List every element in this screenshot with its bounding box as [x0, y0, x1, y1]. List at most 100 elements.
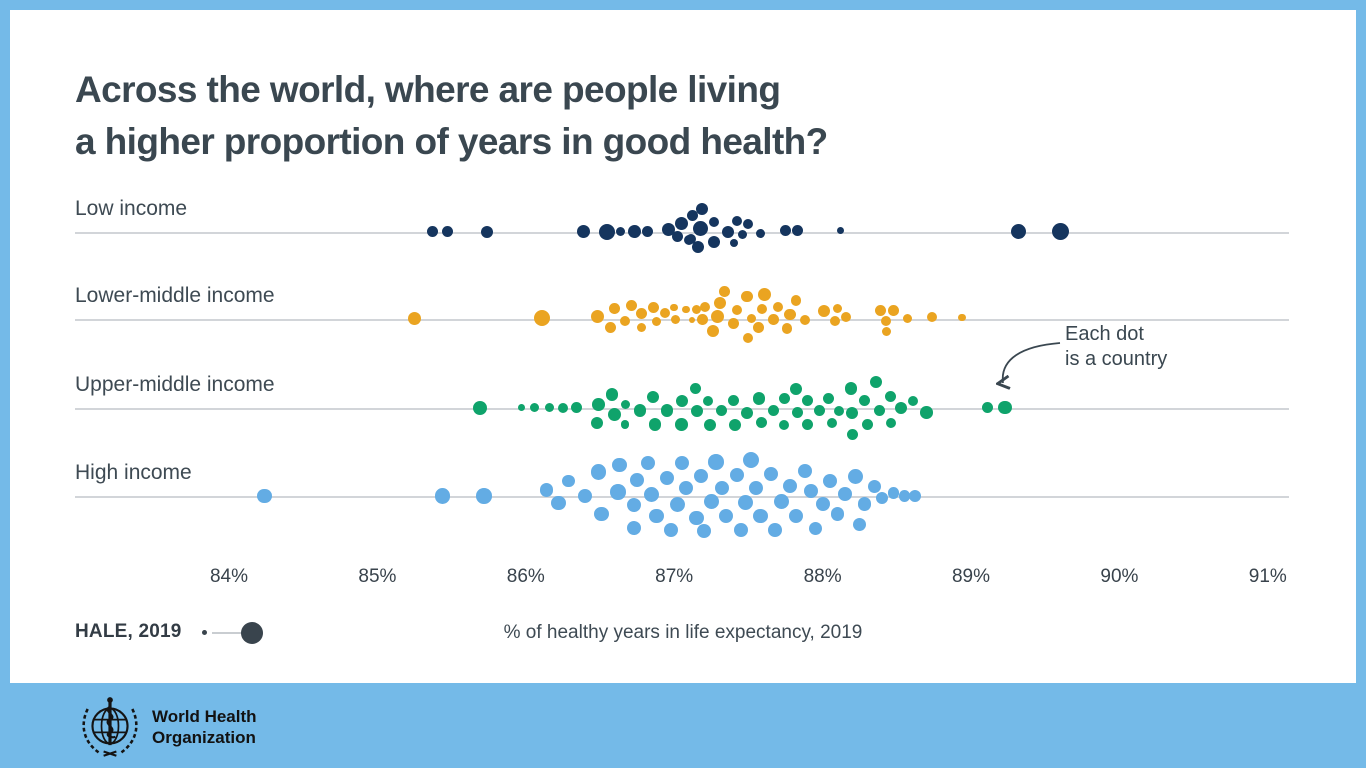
page-title-line1: Across the world, where are people livin… [75, 69, 781, 110]
x-tick-87: 87% [655, 566, 694, 587]
country-dot-upper-middle-income [791, 407, 803, 418]
country-dot-lower-middle-income [620, 315, 631, 326]
country-dot-upper-middle-income [779, 419, 789, 430]
country-dot-high-income [837, 487, 852, 501]
country-dot-high-income [669, 496, 685, 512]
country-dot-high-income [737, 494, 753, 510]
size-legend-small-dot [202, 630, 207, 635]
country-dot-lower-middle-income [958, 313, 966, 322]
country-dot-upper-middle-income [544, 402, 555, 413]
x-tick-90: 90% [1100, 566, 1139, 587]
country-dot-upper-middle-income [885, 417, 896, 428]
country-dot-high-income [693, 469, 708, 483]
country-dot-low-income [691, 240, 704, 253]
country-dot-upper-middle-income [873, 405, 885, 416]
country-dot-upper-middle-income [530, 402, 540, 413]
country-dot-upper-middle-income [802, 395, 814, 406]
country-dot-high-income [729, 468, 744, 482]
country-dot-high-income [888, 487, 900, 499]
country-dot-upper-middle-income [814, 405, 826, 416]
country-dot-lower-middle-income [784, 308, 796, 321]
row-baseline-lower-middle-income [75, 318, 1289, 321]
country-dot-upper-middle-income [998, 400, 1012, 415]
country-dot-low-income [627, 225, 641, 238]
country-dot-lower-middle-income [743, 332, 754, 343]
country-dot-lower-middle-income [408, 312, 421, 325]
country-dot-lower-middle-income [773, 301, 784, 312]
country-dot-lower-middle-income [697, 314, 708, 325]
country-dot-low-income [577, 225, 591, 238]
country-dot-low-income [731, 215, 742, 226]
country-dot-low-income [708, 235, 721, 248]
country-dot-high-income [768, 523, 782, 537]
country-dot-low-income [599, 223, 616, 240]
country-dot-lower-middle-income [756, 303, 767, 314]
row-baseline-high-income [75, 496, 1289, 498]
country-dot-upper-middle-income [895, 401, 908, 414]
country-dot-high-income [876, 492, 888, 504]
country-dot-lower-middle-income [670, 303, 678, 312]
country-dot-lower-middle-income [829, 315, 840, 326]
x-tick-88: 88% [803, 566, 842, 587]
country-dot-upper-middle-income [826, 417, 837, 428]
country-dot-upper-middle-income [648, 418, 662, 431]
country-dot-low-income [743, 218, 754, 229]
country-dot-lower-middle-income [832, 303, 842, 314]
country-dot-upper-middle-income [517, 403, 525, 412]
country-dot-upper-middle-income [689, 383, 701, 394]
row-label-low-income: Low income [75, 196, 188, 220]
country-dot-high-income [797, 463, 813, 479]
country-dot-high-income [434, 488, 451, 504]
country-dot-lower-middle-income [741, 290, 753, 303]
country-dot-lower-middle-income [635, 307, 648, 320]
country-dot-lower-middle-income [534, 309, 551, 326]
country-dot-low-income [738, 230, 747, 239]
size-legend-line [212, 632, 242, 634]
x-tick-89: 89% [951, 566, 991, 587]
page-title: Across the world, where are people livin… [75, 64, 1075, 168]
country-dot-low-income [721, 225, 734, 238]
country-dot-upper-middle-income [858, 395, 870, 406]
country-dot-high-income [853, 517, 867, 531]
country-dot-high-income [708, 454, 724, 470]
country-dot-upper-middle-income [844, 382, 858, 395]
country-dot-high-income [679, 481, 694, 495]
country-dot-upper-middle-income [846, 429, 858, 440]
country-dot-lower-middle-income [647, 301, 660, 314]
country-dot-lower-middle-income [719, 286, 731, 297]
country-dot-lower-middle-income [700, 301, 711, 312]
country-dot-lower-middle-income [799, 314, 810, 325]
country-dot-lower-middle-income [727, 317, 740, 330]
country-dot-low-income [696, 202, 709, 215]
country-dot-low-income [481, 225, 494, 238]
country-dot-lower-middle-income [660, 307, 671, 318]
country-dot-upper-middle-income [833, 405, 844, 416]
country-dot-upper-middle-income [729, 418, 741, 431]
country-dot-low-income [729, 238, 738, 247]
country-dot-high-income [773, 493, 789, 509]
size-legend-label: HALE, 2019 [75, 621, 182, 642]
country-dot-high-income [898, 490, 910, 502]
country-dot-high-income [590, 464, 607, 480]
country-dot-high-income [803, 484, 818, 498]
chart-card [10, 10, 1356, 683]
country-dot-lower-middle-income [790, 295, 802, 306]
country-dot-high-income [783, 479, 797, 493]
country-dot-high-income [734, 523, 748, 537]
country-dot-high-income [610, 484, 626, 500]
country-dot-lower-middle-income [710, 310, 724, 323]
country-dot-high-income [659, 471, 674, 485]
country-dot-upper-middle-income [570, 402, 582, 413]
who-wordmark: World Health Organization [152, 706, 257, 748]
country-dot-lower-middle-income [902, 313, 912, 324]
x-tick-84: 84% [209, 566, 249, 587]
annotation-arrow [990, 342, 1061, 397]
country-dot-upper-middle-income [660, 404, 674, 417]
country-dot-lower-middle-income [874, 304, 887, 317]
country-dot-upper-middle-income [740, 406, 753, 419]
country-dot-high-income [763, 467, 778, 481]
country-dot-high-income [689, 510, 704, 526]
country-dot-lower-middle-income [691, 304, 702, 315]
country-dot-lower-middle-income [706, 324, 719, 337]
